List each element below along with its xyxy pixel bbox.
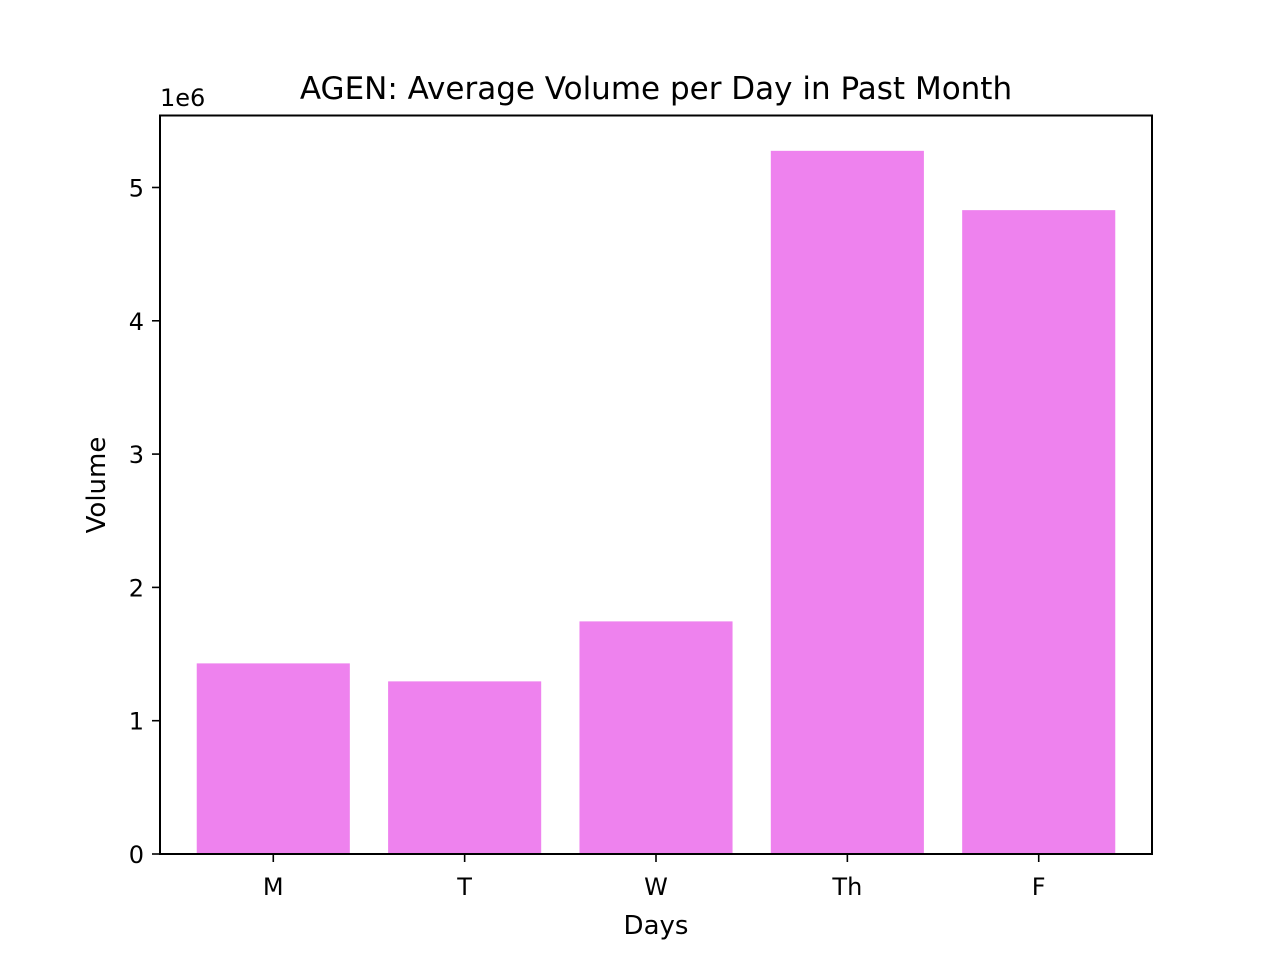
x-tick-label-f: F (1032, 873, 1046, 901)
y-tick-label-2: 2 (129, 574, 144, 602)
x-tick-label-th: Th (831, 873, 862, 901)
x-axis-ticks: M T W Th F (263, 854, 1046, 901)
y-axis-label: Volume (82, 437, 112, 534)
y-tick-label-4: 4 (129, 308, 144, 336)
y-tick-label-3: 3 (129, 441, 144, 469)
bar-f (962, 210, 1116, 854)
plot-area-frame (159, 114, 1153, 855)
bar-t (388, 681, 542, 854)
x-axis-label: Days (624, 911, 689, 941)
y-axis-ticks: 0 1 2 3 4 5 (129, 174, 160, 869)
y-tick-label-0: 0 (129, 841, 144, 869)
chart-title: AGEN: Average Volume per Day in Past Mon… (300, 71, 1012, 107)
x-tick-label-m: M (263, 873, 284, 901)
y-tick-label-1: 1 (129, 708, 144, 736)
bar-m (196, 663, 350, 854)
bar-w (579, 621, 733, 854)
y-axis-offset-label: 1e6 (160, 84, 205, 112)
y-tick-label-5: 5 (129, 174, 144, 202)
x-tick-label-w: W (644, 873, 668, 901)
bar-th (770, 150, 924, 854)
bars-group (196, 150, 1116, 854)
x-tick-label-t: T (456, 873, 472, 901)
